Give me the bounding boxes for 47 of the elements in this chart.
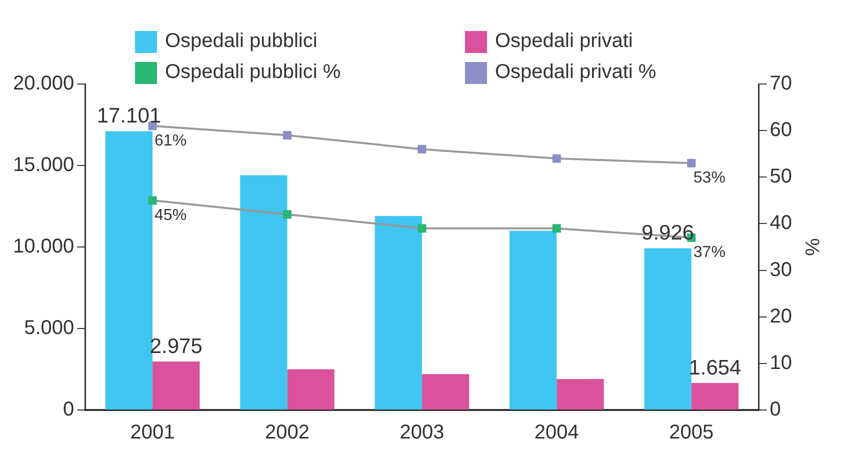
legend-label: Ospedali privati % [495, 61, 656, 84]
y2-tick-label: 60 [770, 119, 792, 142]
y2-tick-label: 70 [770, 72, 792, 95]
legend-label: Ospedali pubblici % [165, 61, 341, 84]
point [418, 224, 426, 233]
y-tick-label: 0 [63, 398, 74, 421]
data-label: 61% [154, 132, 187, 150]
point [283, 210, 292, 219]
bar [510, 230, 557, 410]
y-tick-label: 10.000 [13, 236, 74, 258]
y2-axis-title: % [800, 238, 822, 256]
y2-tick-label: 40 [770, 212, 792, 234]
y2-tick-label: 50 [770, 166, 792, 188]
data-label: 37% [693, 244, 726, 262]
x-tick-label: 2003 [400, 422, 444, 444]
bar [152, 362, 200, 410]
data-label: 17.101 [96, 104, 162, 128]
bar [556, 379, 604, 410]
y2-tick-label: 10 [770, 352, 792, 374]
legend-label: Ospedali privati [495, 30, 633, 53]
legend-label: Ospedali pubblici [165, 30, 318, 53]
y-tick-label: 20.000 [13, 72, 74, 95]
bar [240, 175, 288, 410]
data-label: 9.926 [642, 222, 694, 245]
y2-tick-label: 20 [770, 305, 792, 328]
bar [644, 248, 692, 410]
bar [287, 369, 334, 410]
x-tick-label: 2004 [534, 422, 579, 444]
y2-tick-label: 30 [770, 258, 792, 281]
bar [422, 374, 470, 410]
y-tick-label: 5.000 [24, 317, 74, 340]
point [418, 144, 426, 154]
point [552, 154, 561, 163]
data-label: 53% [693, 170, 726, 187]
point [687, 158, 696, 168]
point [148, 196, 157, 205]
point [552, 224, 561, 233]
data-label: 45% [154, 206, 187, 224]
x-tick-label: 2001 [130, 422, 175, 444]
bar [374, 216, 422, 410]
x-tick-label: 2005 [669, 422, 714, 444]
y-tick-label: 15.000 [13, 154, 74, 176]
x-tick-label: 2002 [264, 422, 310, 444]
bar [691, 383, 739, 410]
y2-tick-label: 0 [770, 398, 781, 421]
bar [105, 131, 153, 410]
point [283, 130, 292, 140]
